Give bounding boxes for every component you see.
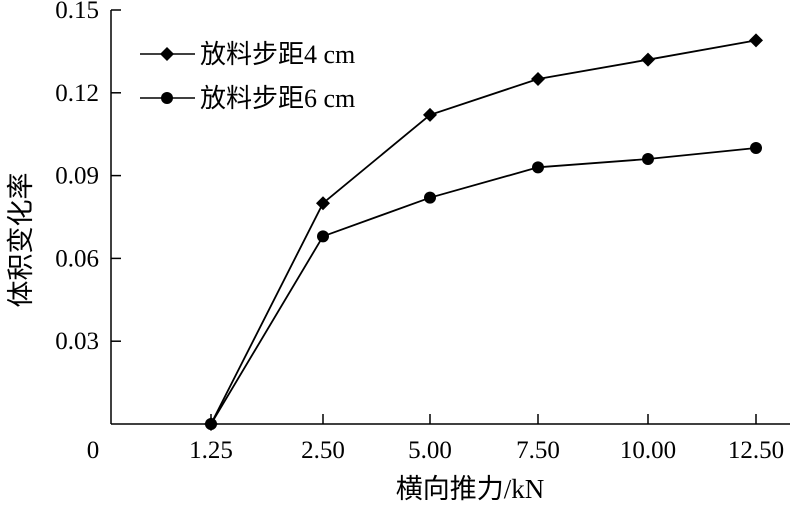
y-tick-label: 0.06 bbox=[55, 245, 99, 272]
data-point-circle bbox=[317, 230, 329, 243]
data-point-circle bbox=[205, 418, 217, 430]
data-point-diamond bbox=[531, 72, 545, 86]
y-tick-label: 0.09 bbox=[55, 163, 99, 190]
y-tick-label: 0.15 bbox=[55, 0, 99, 24]
y-tick-label: 0.03 bbox=[55, 328, 99, 355]
x-ticks: 1.25 2.50 5.00 7.50 10.00 12.50 bbox=[189, 414, 784, 464]
series-layer bbox=[204, 33, 763, 431]
data-point-diamond bbox=[423, 107, 437, 122]
data-point-circle bbox=[532, 161, 544, 174]
x-tick-label: 1.25 bbox=[189, 437, 233, 464]
x-tick-label: 7.50 bbox=[516, 437, 560, 464]
origin-label: 0 bbox=[87, 437, 100, 464]
y-axis-title: 体积变化率 bbox=[6, 173, 36, 308]
y-ticks: 0.03 0.06 0.09 0.12 0.15 bbox=[55, 0, 121, 355]
y-tick-label: 0.12 bbox=[55, 80, 99, 107]
x-tick-label: 5.00 bbox=[408, 437, 452, 464]
x-tick-label: 12.50 bbox=[728, 437, 784, 464]
data-point-circle bbox=[424, 191, 436, 204]
x-tick-label: 10.00 bbox=[620, 437, 676, 464]
axes bbox=[110, 10, 790, 425]
x-tick-label: 2.50 bbox=[301, 437, 345, 464]
data-point-circle bbox=[750, 142, 762, 154]
series-line-2 bbox=[210, 147, 757, 425]
data-point-circle bbox=[642, 153, 654, 166]
data-point-diamond bbox=[316, 196, 330, 211]
legend-diamond-marker bbox=[160, 47, 174, 61]
data-point-diamond bbox=[749, 33, 763, 48]
legend-label-series-2: 放料步距6 cm bbox=[200, 84, 355, 113]
legend-label-series-1: 放料步距4 cm bbox=[200, 40, 355, 69]
x-axis-title: 横向推力/kN bbox=[396, 474, 545, 504]
legend: 放料步距4 cm 放料步距6 cm bbox=[140, 40, 355, 113]
data-point-diamond bbox=[641, 52, 655, 67]
series-line-1 bbox=[210, 39, 757, 425]
legend-circle-marker bbox=[161, 92, 173, 104]
